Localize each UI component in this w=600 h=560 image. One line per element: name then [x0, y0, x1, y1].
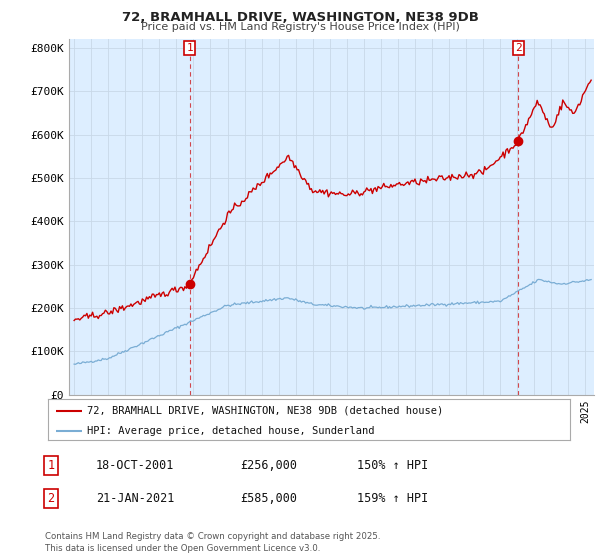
- Text: 2: 2: [515, 43, 521, 53]
- Text: 72, BRAMHALL DRIVE, WASHINGTON, NE38 9DB: 72, BRAMHALL DRIVE, WASHINGTON, NE38 9DB: [122, 11, 478, 24]
- Text: 72, BRAMHALL DRIVE, WASHINGTON, NE38 9DB (detached house): 72, BRAMHALL DRIVE, WASHINGTON, NE38 9DB…: [87, 405, 443, 416]
- Text: £585,000: £585,000: [240, 492, 297, 505]
- Text: 1: 1: [187, 43, 193, 53]
- Text: Contains HM Land Registry data © Crown copyright and database right 2025.
This d: Contains HM Land Registry data © Crown c…: [45, 533, 380, 553]
- Text: 2: 2: [47, 492, 55, 505]
- Text: 18-OCT-2001: 18-OCT-2001: [96, 459, 175, 473]
- Text: £256,000: £256,000: [240, 459, 297, 473]
- Text: 150% ↑ HPI: 150% ↑ HPI: [357, 459, 428, 473]
- Text: 1: 1: [47, 459, 55, 473]
- Text: 21-JAN-2021: 21-JAN-2021: [96, 492, 175, 505]
- Text: Price paid vs. HM Land Registry's House Price Index (HPI): Price paid vs. HM Land Registry's House …: [140, 22, 460, 32]
- Text: HPI: Average price, detached house, Sunderland: HPI: Average price, detached house, Sund…: [87, 426, 374, 436]
- Text: 159% ↑ HPI: 159% ↑ HPI: [357, 492, 428, 505]
